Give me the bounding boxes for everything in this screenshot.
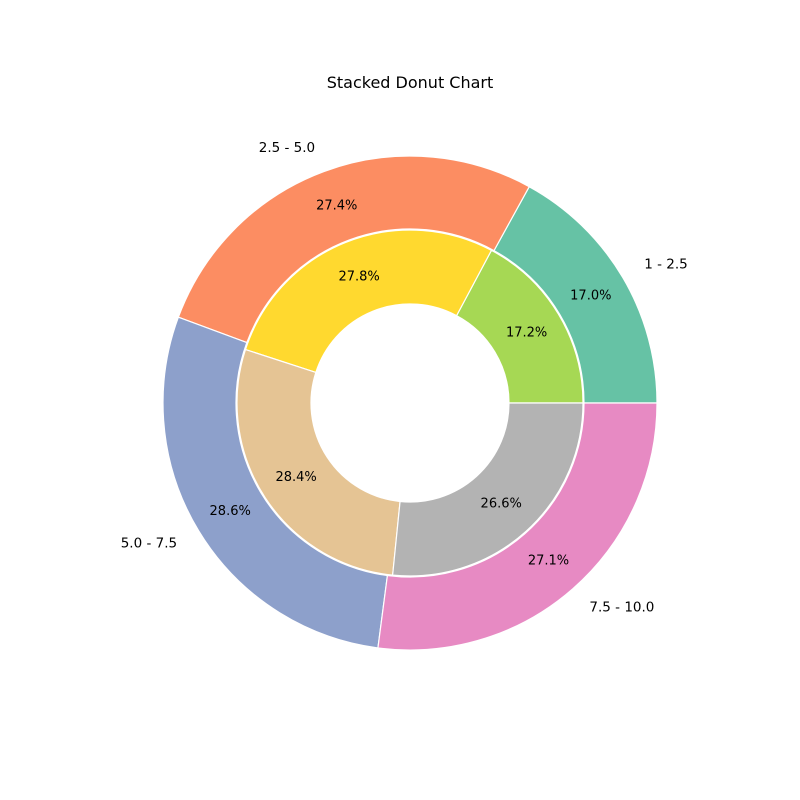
inner-pct-label-2-5-5-0: 27.8%	[338, 269, 379, 284]
labels-layer: 17.0% 1 - 2.5 27.4% 2.5 - 5.0 28.6% 5.0 - 7.5…	[121, 140, 688, 615]
outer-pct-label-5-0-7-5: 28.6%	[210, 504, 251, 519]
category-label-7-5-10-0: 7.5 - 10.0	[589, 599, 654, 615]
inner-pct-label-5-0-7-5: 28.4%	[275, 470, 316, 485]
inner-pct-label-7-5-10-0: 26.6%	[481, 496, 522, 511]
inner-pct-label-1-2-5: 17.2%	[506, 326, 547, 341]
inner-slice-5-0-7-5	[236, 348, 401, 576]
outer-pct-label-1-2-5: 17.0%	[570, 289, 611, 304]
outer-pct-label-2-5-5-0: 27.4%	[316, 199, 357, 214]
outer-pct-label-7-5-10-0: 27.1%	[528, 553, 569, 568]
outer-slice-5-0-7-5	[162, 316, 389, 649]
outer-slice-2-5-5-0	[177, 155, 530, 344]
inner-slice-2-5-5-0	[244, 229, 493, 374]
category-label-5-0-7-5: 5.0 - 7.5	[121, 536, 177, 552]
outer-slice-7-5-10-0	[377, 402, 658, 651]
chart-title: Stacked Donut Chart	[327, 73, 494, 92]
inner-ring	[236, 229, 584, 577]
inner-slice-7-5-10-0	[392, 402, 584, 577]
outer-ring	[162, 155, 658, 651]
category-label-2-5-5-0: 2.5 - 5.0	[259, 140, 315, 156]
category-label-1-2-5: 1 - 2.5	[644, 257, 688, 273]
inner-slice-1-2-5	[456, 249, 584, 404]
